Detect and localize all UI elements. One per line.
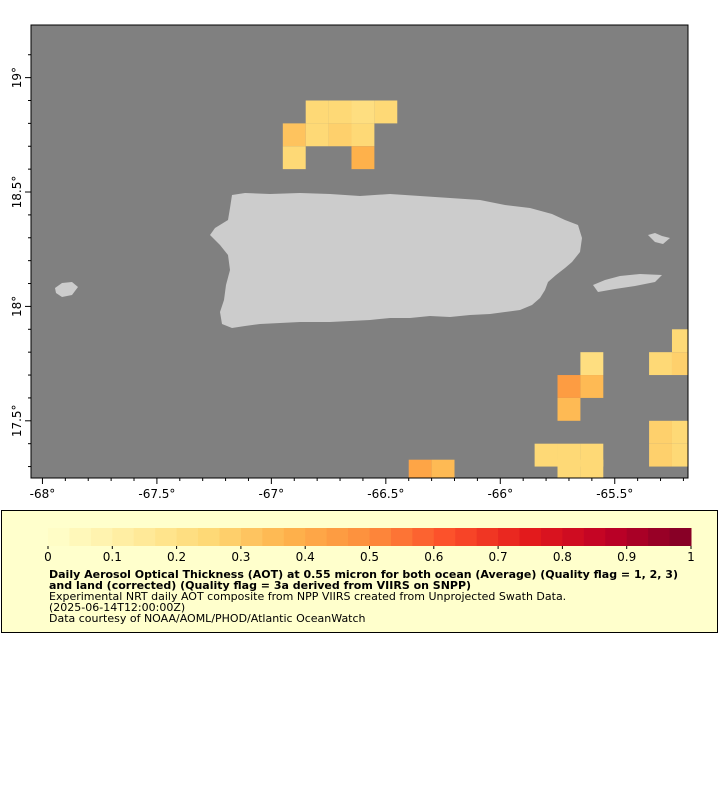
aot-cell: [649, 443, 672, 467]
colorbar-segment: [583, 528, 606, 546]
colorbar-segment: [48, 528, 70, 546]
legend-title: Daily Aerosol Optical Thickness (AOT) at…: [49, 568, 678, 592]
aot-cell: [408, 459, 432, 478]
colorbar-segment: [390, 528, 413, 546]
aot-cell: [671, 352, 688, 376]
lon-tick-label: -67.5°: [138, 487, 175, 501]
colorbar-segment: [283, 528, 306, 546]
color-scale: 0 0.1 0.2 0.3 0.4 0.5 0.6 0.7 0.8 0.9 1: [44, 528, 695, 564]
colorbar-segment: [155, 528, 178, 546]
legend-timestamp: (2025-06-14T12:00:00Z): [49, 601, 186, 614]
aot-cells: [282, 100, 688, 478]
aot-cell: [282, 146, 306, 170]
colorbar-tick-label: 0.2: [167, 550, 186, 564]
colorbar-tick-label: 0: [44, 550, 52, 564]
colorbar-segment: [305, 528, 328, 546]
aot-cell: [328, 123, 352, 147]
aot-cell: [649, 352, 672, 376]
puerto-rico-land: [210, 193, 582, 328]
aot-cell: [557, 459, 581, 478]
culebra-land: [648, 233, 670, 244]
aot-cell: [557, 375, 581, 398]
lon-tick-label: -68°: [30, 487, 56, 501]
land-masses: [55, 193, 670, 328]
colorbar-tick-label: 0.3: [231, 550, 250, 564]
colorbar-ticks: 0 0.1 0.2 0.3 0.4 0.5 0.6 0.7 0.8 0.9 1: [44, 546, 695, 564]
aot-cell: [282, 123, 306, 147]
aot-cell: [305, 100, 329, 124]
aot-cell: [671, 443, 688, 467]
longitude-axis: -68° -67.5° -67° -66.5° -66° -65.5°: [30, 478, 684, 501]
aot-cell: [431, 459, 455, 478]
legend-source-note: Experimental NRT daily AOT composite fro…: [49, 590, 567, 603]
colorbar-segment: [112, 528, 135, 546]
colorbar-tick-label: 0.4: [296, 550, 315, 564]
colorbar-segment: [648, 528, 671, 546]
colorbar-segment: [455, 528, 478, 546]
colorbar-segment: [476, 528, 499, 546]
colorbar-segment: [433, 528, 456, 546]
colorbar-segment: [562, 528, 585, 546]
aot-cell: [580, 459, 604, 478]
colorbar-segment: [90, 528, 113, 546]
aot-cell: [671, 420, 688, 444]
colorbar-segment: [605, 528, 628, 546]
lon-tick-label: -66°: [487, 487, 513, 501]
colorbar-segment: [198, 528, 220, 546]
map-frame: [30, 24, 689, 479]
colorbar-tick-label: 0.9: [617, 550, 636, 564]
colorbar-segment: [669, 528, 692, 546]
aot-cell: [351, 146, 375, 170]
latitude-axis: 17.5° 18° 18.5° 19°: [10, 54, 31, 468]
colorbar-segment: [262, 528, 285, 546]
colorbar-tick-label: 0.5: [360, 550, 379, 564]
colorbar-segment: [540, 528, 563, 546]
lon-tick-label: -65.5°: [596, 487, 633, 501]
lon-tick-label: -66.5°: [367, 487, 404, 501]
colorbar-segment: [412, 528, 435, 546]
aot-cell: [305, 123, 329, 147]
colorbar-segment: [326, 528, 349, 546]
colorbar-segment: [133, 528, 156, 546]
legend-credit: Data courtesy of NOAA/AOML/PHOD/Atlantic…: [49, 612, 366, 625]
colorbar: [48, 528, 692, 546]
colorbar-tick-label: 0.7: [489, 550, 508, 564]
mona-island-land: [55, 282, 78, 297]
colorbar-tick-label: 0.1: [103, 550, 122, 564]
aot-cell: [580, 375, 604, 398]
map: -68° -67.5° -67° -66.5° -66° -65.5° 17.5°18°1…: [10, 24, 689, 501]
colorbar-tick-label: 0.6: [424, 550, 443, 564]
colorbar-segment: [498, 528, 521, 546]
lat-tick-label: 18.5°: [10, 176, 24, 209]
lon-tick-label: -67°: [259, 487, 285, 501]
colorbar-segment: [240, 528, 263, 546]
aot-cell: [557, 397, 581, 421]
aot-cell: [649, 420, 672, 444]
colorbar-tick-label: 1: [687, 550, 695, 564]
aot-cell: [671, 329, 688, 353]
aot-cell: [580, 352, 604, 376]
aot-cell: [351, 123, 375, 147]
lat-tick-label: 18°: [10, 296, 24, 317]
colorbar-segment: [519, 528, 542, 546]
colorbar-segment: [626, 528, 649, 546]
aot-cell: [351, 100, 375, 124]
colorbar-segment: [69, 528, 92, 546]
aot-cell: [534, 443, 558, 467]
colorbar-segment: [348, 528, 370, 546]
legend-panel: 0 0.1 0.2 0.3 0.4 0.5 0.6 0.7 0.8 0.9 1 Daily Aero…: [1, 510, 718, 633]
vieques-land: [593, 274, 662, 292]
colorbar-segment: [176, 528, 199, 546]
colorbar-segment: [369, 528, 392, 546]
colorbar-segment: [219, 528, 242, 546]
lat-tick-label: 17.5°: [10, 404, 24, 437]
aot-cell: [374, 100, 398, 124]
lat-tick-label: 19°: [10, 67, 24, 88]
colorbar-tick-label: 0.8: [553, 550, 572, 564]
aot-cell: [328, 100, 352, 124]
